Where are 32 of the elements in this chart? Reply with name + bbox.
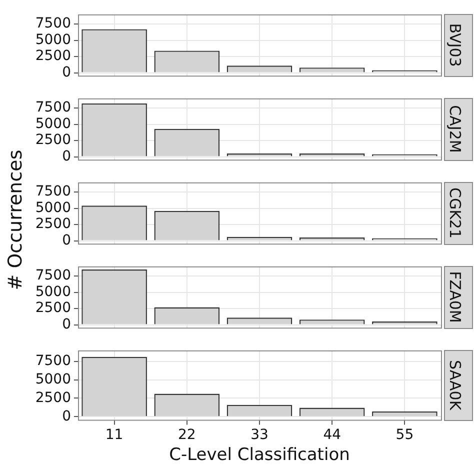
y-tick-label: 7500: [35, 268, 71, 284]
y-tick-label: 7500: [35, 100, 71, 116]
text: BVJ03: [446, 23, 464, 67]
y-tick-label: 2500: [35, 132, 71, 148]
y-tick-label: 0: [62, 408, 71, 424]
text: FZA0M: [446, 271, 464, 323]
y-tick-label: 7500: [35, 352, 71, 369]
x-axis-title: C-Level Classification: [169, 445, 350, 466]
y-tick-label: 5000: [35, 200, 71, 216]
y-tick-label: 5000: [35, 371, 71, 388]
x-tick-label: 33: [250, 426, 268, 443]
y-tick-label: 7500: [35, 184, 71, 200]
y-tick-label: 5000: [35, 116, 71, 132]
y-tick-label: 2500: [35, 48, 71, 64]
x-tick-label: 11: [105, 426, 124, 443]
y-tick-label: 2500: [35, 390, 71, 406]
y-tick-label: 7500: [35, 16, 71, 32]
y-tick-label: 0: [62, 316, 71, 332]
y-tick-label: 2500: [35, 216, 71, 232]
y-tick-label: 0: [62, 232, 71, 248]
text: SAA0K: [446, 360, 464, 412]
y-tick-label: 0: [62, 148, 71, 164]
x-tick-label: 55: [396, 426, 414, 443]
y-tick-label: 5000: [35, 284, 71, 300]
text: CAJ2M: [446, 105, 464, 153]
y-tick-label: 0: [62, 64, 71, 80]
y-tick-label: 5000: [35, 32, 71, 48]
x-tick-label: 22: [178, 426, 196, 443]
x-tick-label: 44: [323, 426, 342, 443]
y-axis-title: # Occurrences: [4, 150, 26, 290]
y-tick-label: 2500: [35, 300, 71, 316]
text: CGK21: [446, 187, 464, 239]
